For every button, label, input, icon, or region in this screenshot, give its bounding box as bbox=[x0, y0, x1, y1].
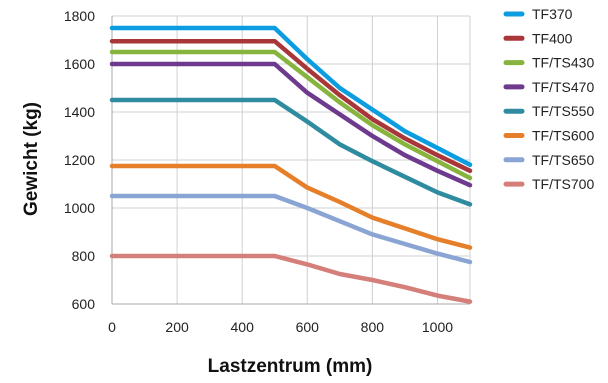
series-lines bbox=[109, 25, 473, 304]
x-tick-label: 600 bbox=[296, 319, 320, 335]
y-tick-label: 800 bbox=[72, 248, 96, 264]
y-tick-label: 1200 bbox=[64, 152, 95, 168]
series-line-tf-ts550 bbox=[109, 97, 473, 207]
legend-label: TF370 bbox=[532, 6, 573, 22]
legend-label: TF400 bbox=[532, 30, 573, 46]
series-line-tf-ts430 bbox=[109, 49, 473, 181]
y-tick-label: 1000 bbox=[64, 200, 95, 216]
legend-label: TF/TS550 bbox=[532, 103, 594, 119]
y-tick-label: 1600 bbox=[64, 56, 95, 72]
x-axis-title: Lastzentrum (mm) bbox=[208, 356, 373, 377]
series-line-tf-ts600 bbox=[109, 163, 473, 250]
legend: TF370 TF400 TF/TS430 TF/TS470 TF/TS550 TF/TS6… bbox=[503, 6, 594, 192]
tick-labels: 0 200 400 600 800 1000 600 800 1000 1200 1400 1600 1… bbox=[64, 8, 453, 335]
y-tick-label: 600 bbox=[72, 296, 96, 312]
series-line-tf-ts470 bbox=[109, 61, 473, 188]
legend-label: TF/TS470 bbox=[532, 79, 594, 95]
legend-label: TF/TS600 bbox=[532, 128, 594, 144]
x-tick-label: 1000 bbox=[422, 319, 453, 335]
legend-label: TF/TS700 bbox=[532, 176, 594, 192]
x-tick-label: 800 bbox=[361, 319, 385, 335]
series-line-tf-ts650 bbox=[109, 193, 473, 265]
legend-label: TF/TS650 bbox=[532, 152, 594, 168]
x-tick-label: 400 bbox=[231, 319, 255, 335]
y-axis-title: Gewicht (kg) bbox=[21, 102, 42, 216]
series-line-tf370 bbox=[109, 25, 473, 168]
x-tick-label: 200 bbox=[165, 319, 189, 335]
series-line-tf400 bbox=[109, 38, 473, 174]
x-tick-label: 0 bbox=[108, 319, 116, 335]
legend-label: TF/TS430 bbox=[532, 55, 594, 71]
y-tick-label: 1800 bbox=[64, 8, 95, 24]
series-line-tf-ts700 bbox=[109, 253, 473, 304]
y-tick-label: 1400 bbox=[64, 104, 95, 120]
